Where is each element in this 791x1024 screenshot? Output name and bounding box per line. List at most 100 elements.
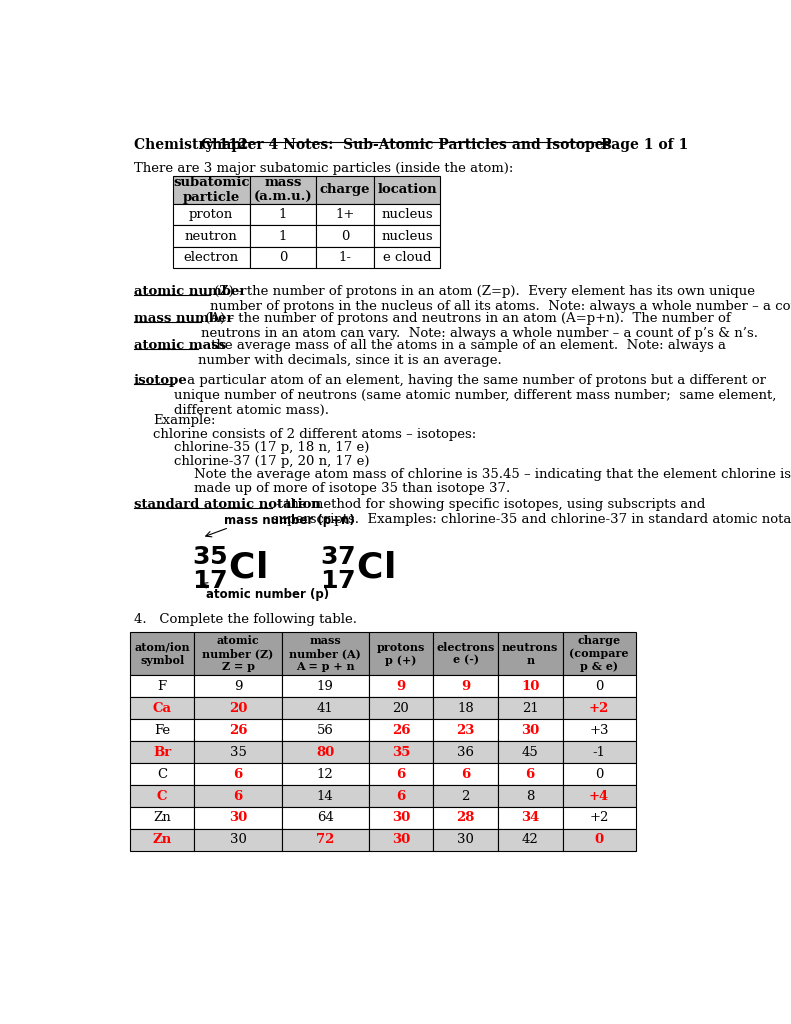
- Text: +2: +2: [589, 811, 609, 824]
- Text: location: location: [377, 183, 437, 197]
- Text: 0: 0: [595, 680, 604, 693]
- Text: Chemistry 112: Chemistry 112: [134, 137, 248, 152]
- Text: nucleus: nucleus: [381, 229, 433, 243]
- Text: atom/ion
symbol: atom/ion symbol: [134, 642, 190, 666]
- Bar: [250, 225, 316, 247]
- Bar: [562, 785, 635, 807]
- Bar: [195, 741, 282, 763]
- Bar: [498, 719, 562, 741]
- Text: (Z) - the number of protons in an atom (Z=p).  Every element has its own unique
: (Z) - the number of protons in an atom (…: [210, 286, 791, 313]
- Bar: [562, 676, 635, 697]
- Text: 45: 45: [522, 745, 539, 759]
- Text: 6: 6: [396, 790, 406, 803]
- Bar: [130, 807, 195, 829]
- Text: 19: 19: [316, 680, 334, 693]
- Text: -1: -1: [592, 745, 606, 759]
- Text: 9: 9: [396, 680, 406, 693]
- Bar: [316, 247, 374, 268]
- Bar: [282, 719, 369, 741]
- Text: 1: 1: [278, 229, 287, 243]
- Bar: [282, 807, 369, 829]
- Text: 56: 56: [316, 724, 334, 736]
- Text: 72: 72: [316, 834, 335, 847]
- Bar: [498, 785, 562, 807]
- Bar: [130, 697, 195, 719]
- Bar: [195, 719, 282, 741]
- Bar: [130, 763, 195, 785]
- Bar: [130, 676, 195, 697]
- Text: 0: 0: [595, 834, 604, 847]
- Bar: [282, 697, 369, 719]
- Text: neutrons
n: neutrons n: [502, 642, 558, 666]
- Text: C: C: [157, 790, 168, 803]
- Bar: [433, 719, 498, 741]
- Text: 36: 36: [457, 745, 474, 759]
- Bar: [433, 829, 498, 851]
- Bar: [433, 632, 498, 676]
- Bar: [130, 829, 195, 851]
- Text: 30: 30: [457, 834, 474, 847]
- Text: 35: 35: [392, 745, 411, 759]
- Text: 9: 9: [234, 680, 242, 693]
- Text: 6: 6: [396, 768, 406, 780]
- Text: $\mathbf{^{37}_{17}}$$\mathbf{Cl}$: $\mathbf{^{37}_{17}}$$\mathbf{Cl}$: [320, 545, 394, 592]
- Text: Br: Br: [153, 745, 172, 759]
- Text: made up of more of isotope 35 than isotope 37.: made up of more of isotope 35 than isoto…: [195, 481, 510, 495]
- Text: mass number (p+n): mass number (p+n): [225, 514, 355, 526]
- Text: Zn: Zn: [153, 811, 171, 824]
- Text: neutron: neutron: [185, 229, 237, 243]
- Text: Page 1 of 1: Page 1 of 1: [600, 137, 688, 152]
- Text: 4.   Complete the following table.: 4. Complete the following table.: [134, 613, 357, 626]
- Text: 26: 26: [229, 724, 248, 736]
- Bar: [562, 829, 635, 851]
- Text: mass number: mass number: [134, 312, 233, 326]
- Text: 2: 2: [461, 790, 470, 803]
- Bar: [195, 829, 282, 851]
- Bar: [498, 829, 562, 851]
- Text: proton: proton: [189, 208, 233, 221]
- Text: 6: 6: [461, 768, 470, 780]
- Text: 20: 20: [392, 701, 410, 715]
- Bar: [498, 632, 562, 676]
- Text: 34: 34: [521, 811, 539, 824]
- Bar: [282, 763, 369, 785]
- Bar: [130, 785, 195, 807]
- Bar: [130, 719, 195, 741]
- Text: chlorine consists of 2 different atoms – isotopes:: chlorine consists of 2 different atoms –…: [153, 428, 476, 440]
- Text: 1+: 1+: [335, 208, 354, 221]
- Text: C: C: [157, 768, 167, 780]
- Text: +4: +4: [589, 790, 609, 803]
- Text: +2: +2: [589, 701, 609, 715]
- Text: 0: 0: [595, 768, 604, 780]
- Text: Chapter 4 Notes:  Sub-Atomic Particles and Isotopes: Chapter 4 Notes: Sub-Atomic Particles an…: [201, 137, 611, 152]
- Bar: [195, 807, 282, 829]
- Bar: [562, 741, 635, 763]
- Bar: [195, 763, 282, 785]
- Text: 12: 12: [316, 768, 334, 780]
- Text: 23: 23: [456, 724, 475, 736]
- Text: +3: +3: [589, 724, 609, 736]
- Text: subatomic
particle: subatomic particle: [173, 176, 249, 204]
- Bar: [195, 632, 282, 676]
- Text: Note the average atom mass of chlorine is 35.45 – indicating that the element ch: Note the average atom mass of chlorine i…: [195, 468, 791, 481]
- Text: 42: 42: [522, 834, 539, 847]
- Text: $\mathbf{^{35}_{17}}$$\mathbf{Cl}$: $\mathbf{^{35}_{17}}$$\mathbf{Cl}$: [192, 545, 267, 592]
- Text: Zn: Zn: [153, 834, 172, 847]
- Text: atomic number: atomic number: [134, 286, 246, 298]
- Text: e cloud: e cloud: [383, 251, 431, 264]
- Text: protons
p (+): protons p (+): [377, 642, 426, 666]
- Text: - the average mass of all the atoms in a sample of an element.  Note: always a
n: - the average mass of all the atoms in a…: [198, 339, 726, 368]
- Bar: [282, 741, 369, 763]
- Bar: [369, 785, 433, 807]
- Text: 64: 64: [316, 811, 334, 824]
- Bar: [562, 697, 635, 719]
- Text: 1: 1: [278, 208, 287, 221]
- Text: standard atomic notation: standard atomic notation: [134, 499, 320, 511]
- Bar: [282, 676, 369, 697]
- Text: chlorine-35 (17 p, 18 n, 17 e): chlorine-35 (17 p, 18 n, 17 e): [174, 441, 369, 455]
- Bar: [369, 763, 433, 785]
- Bar: [195, 676, 282, 697]
- Text: F: F: [157, 680, 167, 693]
- Text: charge
(compare
p & e): charge (compare p & e): [570, 636, 629, 672]
- Bar: [374, 247, 440, 268]
